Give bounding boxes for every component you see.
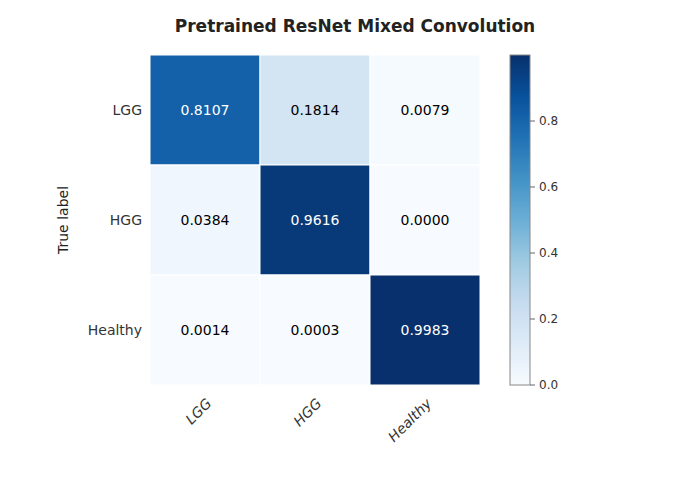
cell-label: 0.9983 [401, 322, 450, 338]
heatmap-cell [260, 165, 370, 275]
cell-label: 0.0014 [181, 322, 230, 338]
colorbar-tick [530, 121, 535, 122]
colorbar-tick [530, 385, 535, 386]
cell-label: 0.8107 [181, 102, 230, 118]
cell-labels: 0.8107 0.1814 0.0079 0.0384 0.9616 0.0000 0.00… [181, 102, 450, 338]
heatmap-cell [370, 165, 480, 275]
cell-label: 0.0003 [291, 322, 340, 338]
heatmap-cell [370, 55, 480, 165]
chart-svg: Pretrained ResNet Mixed Convolution 0.810… [0, 0, 700, 500]
x-axis: LGG HGG Healthy [182, 395, 435, 445]
colorbar: 0.0 0.2 0.4 0.6 0.8 [510, 55, 558, 392]
cell-label: 0.0000 [401, 212, 450, 228]
heatmap-cell [150, 275, 260, 385]
colorbar-tick-label: 0.2 [539, 312, 558, 326]
cell-label: 0.0384 [181, 212, 230, 228]
cell-label: 0.9616 [291, 212, 340, 228]
colorbar-tick [530, 319, 535, 320]
y-tick-label: Healthy [88, 322, 142, 338]
chart-container: Pretrained ResNet Mixed Convolution 0.810… [0, 0, 700, 500]
colorbar-tick [530, 253, 535, 254]
title: Pretrained ResNet Mixed Convolution [175, 16, 535, 36]
x-tick-label: HGG [290, 395, 324, 429]
heatmap-cell [260, 55, 370, 165]
colorbar-tick-label: 0.8 [539, 114, 558, 128]
heatmap-cell [260, 275, 370, 385]
cell-label: 0.0079 [401, 102, 450, 118]
heatmap-cell [370, 275, 480, 385]
y-axis-label: True label [55, 186, 71, 255]
colorbar-tick-label: 0.4 [539, 246, 558, 260]
y-tick-label: LGG [113, 102, 143, 118]
y-tick-label: HGG [110, 212, 142, 228]
heatmap-cell [150, 55, 260, 165]
y-axis: LGG HGG Healthy True label [55, 102, 142, 338]
cell-label: 0.1814 [291, 102, 340, 118]
x-tick-label: LGG [182, 395, 214, 427]
x-tick-label: Healthy [385, 395, 435, 445]
colorbar-tick [530, 187, 535, 188]
colorbar-tick-label: 0.0 [539, 378, 558, 392]
heatmap-cells [150, 55, 480, 385]
colorbar-scale [510, 55, 530, 385]
heatmap-cell [150, 165, 260, 275]
colorbar-tick-label: 0.6 [539, 180, 558, 194]
